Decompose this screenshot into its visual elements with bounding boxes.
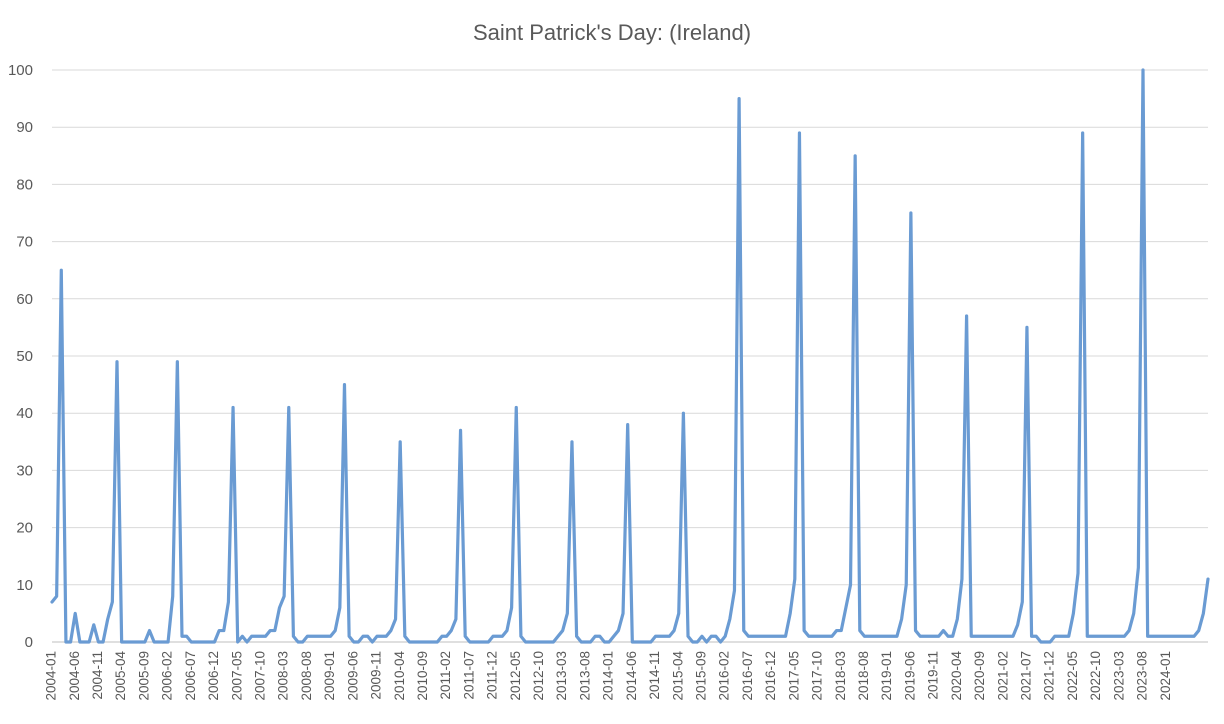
x-tick-label: 2013-03 bbox=[554, 651, 569, 701]
x-tick-label: 2010-04 bbox=[392, 651, 407, 701]
x-tick-label: 2005-09 bbox=[136, 651, 151, 701]
y-tick-label: 0 bbox=[25, 634, 33, 651]
x-tick-label: 2011-07 bbox=[461, 651, 476, 700]
x-tick-label: 2023-08 bbox=[1135, 651, 1150, 701]
x-tick-label: 2007-05 bbox=[229, 651, 244, 701]
x-tick-label: 2009-11 bbox=[369, 651, 384, 700]
x-tick-label: 2004-11 bbox=[90, 651, 105, 700]
x-tick-label: 2009-01 bbox=[322, 651, 337, 701]
chart-title: Saint Patrick's Day: (Ireland) bbox=[473, 20, 751, 45]
x-tick-label: 2024-01 bbox=[1158, 651, 1173, 701]
x-tick-label: 2018-08 bbox=[856, 651, 871, 701]
x-tick-label: 2019-06 bbox=[902, 651, 917, 701]
x-tick-label: 2022-10 bbox=[1088, 651, 1103, 701]
x-tick-label: 2023-03 bbox=[1111, 651, 1126, 701]
x-tick-label: 2013-08 bbox=[577, 651, 592, 701]
x-tick-label: 2012-05 bbox=[508, 651, 523, 701]
x-tick-label: 2005-04 bbox=[113, 651, 128, 701]
x-tick-label: 2008-08 bbox=[299, 651, 314, 701]
x-tick-label: 2021-07 bbox=[1019, 651, 1034, 701]
gridlines bbox=[52, 69, 1208, 643]
y-tick-label: 50 bbox=[16, 348, 33, 365]
x-tick-label: 2017-10 bbox=[810, 651, 825, 701]
x-tick-label: 2012-10 bbox=[531, 651, 546, 701]
x-tick-label: 2015-09 bbox=[694, 651, 709, 701]
y-tick-label: 100 bbox=[8, 62, 33, 79]
x-tick-label: 2014-01 bbox=[601, 651, 616, 701]
y-tick-label: 30 bbox=[16, 462, 33, 479]
x-tick-label: 2006-07 bbox=[183, 651, 198, 701]
x-tick-label: 2004-01 bbox=[44, 651, 59, 701]
x-tick-label: 2014-06 bbox=[624, 651, 639, 701]
x-tick-label: 2019-01 bbox=[879, 651, 894, 701]
x-tick-label: 2021-02 bbox=[995, 651, 1010, 701]
x-tick-label: 2007-10 bbox=[252, 651, 267, 701]
y-tick-label: 10 bbox=[16, 577, 33, 594]
x-tick-label: 2020-09 bbox=[972, 651, 987, 701]
x-tick-label: 2006-12 bbox=[206, 651, 221, 701]
x-tick-label: 2014-11 bbox=[647, 651, 662, 700]
x-tick-label: 2015-04 bbox=[670, 651, 685, 701]
x-tick-label: 2006-02 bbox=[160, 651, 175, 701]
x-tick-label: 2008-03 bbox=[276, 651, 291, 701]
x-tick-label: 2017-05 bbox=[786, 651, 801, 701]
x-tick-label: 2011-12 bbox=[485, 651, 500, 700]
x-tick-label: 2016-02 bbox=[717, 651, 732, 701]
x-tick-label: 2018-03 bbox=[833, 651, 848, 701]
x-tick-label: 2022-05 bbox=[1065, 651, 1080, 701]
y-tick-label: 60 bbox=[16, 291, 33, 308]
x-tick-label: 2004-06 bbox=[67, 651, 82, 701]
x-tick-label: 2011-02 bbox=[438, 651, 453, 700]
y-tick-label: 70 bbox=[16, 234, 33, 251]
x-tick-label: 2021-12 bbox=[1042, 651, 1057, 701]
x-tick-label: 2016-07 bbox=[740, 651, 755, 701]
x-tick-label: 2020-04 bbox=[949, 651, 964, 701]
x-tick-label: 2016-12 bbox=[763, 651, 778, 701]
y-tick-label: 80 bbox=[16, 176, 33, 193]
x-tick-label: 2009-06 bbox=[345, 651, 360, 701]
y-tick-label: 20 bbox=[16, 520, 33, 537]
x-axis-tick-labels: 2004-01 2004-06 2004-11 2005-04 2005-09 2006-… bbox=[44, 651, 1173, 701]
x-tick-label: 2019-11 bbox=[926, 651, 941, 700]
y-tick-label: 40 bbox=[16, 405, 33, 422]
x-tick-label: 2010-09 bbox=[415, 651, 430, 701]
y-axis-tick-labels: 0 10 20 30 40 50 60 70 80 90 100 bbox=[8, 62, 33, 651]
series-line-1 bbox=[50, 68, 1210, 644]
series-layer bbox=[50, 68, 1210, 644]
y-tick-label: 90 bbox=[16, 119, 33, 136]
